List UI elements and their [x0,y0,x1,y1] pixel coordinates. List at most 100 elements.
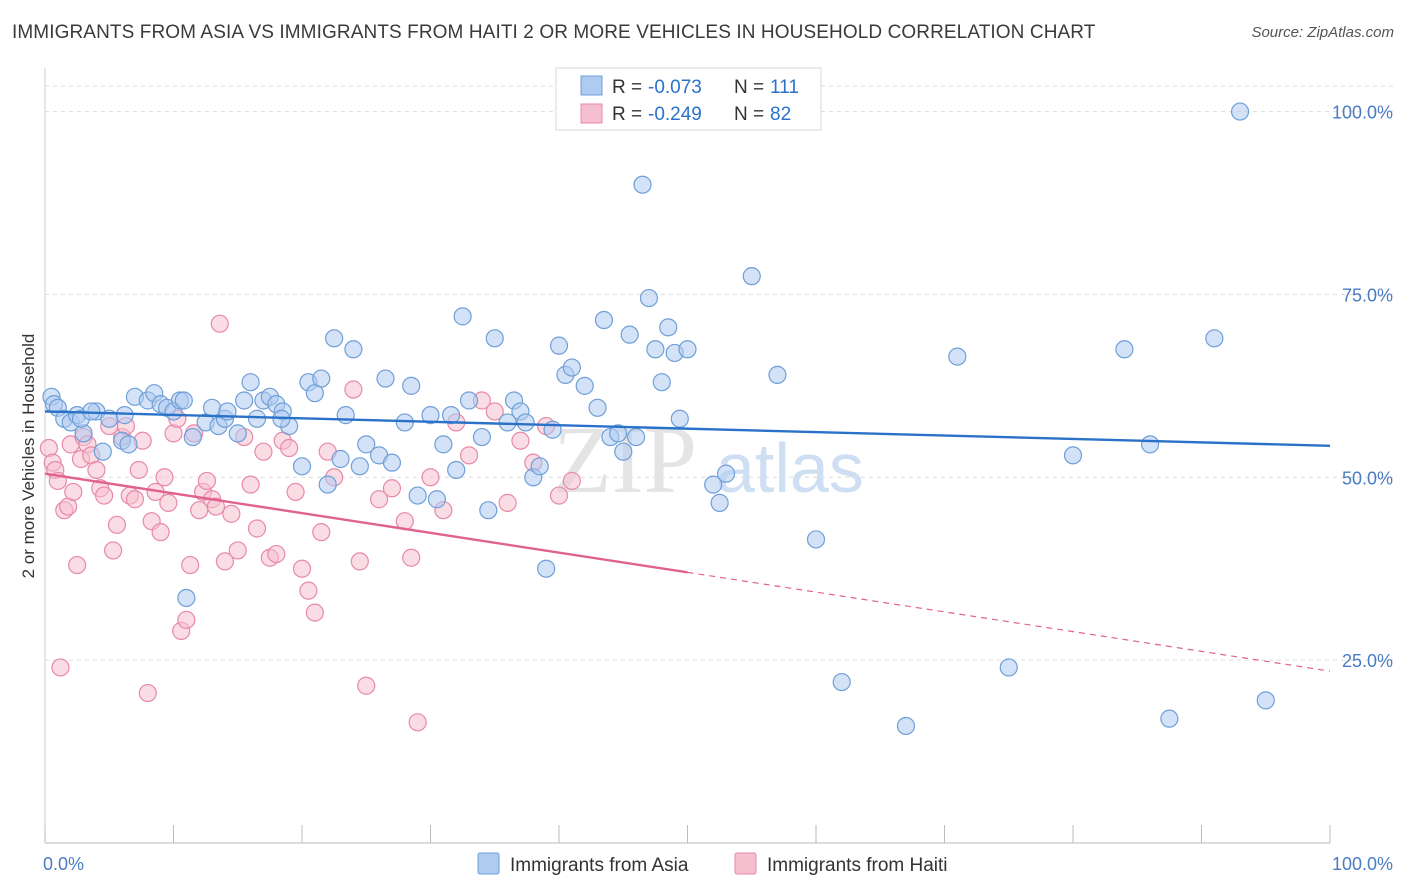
asia-point-76 [633,175,652,194]
asia-point-107 [441,406,461,425]
asia-point-40 [331,449,350,469]
asia-point-19 [177,588,196,608]
haiti-point-50 [254,442,273,461]
asia-point-84 [710,493,729,512]
asia-point-64 [537,559,556,578]
x-tick-label-1: 100.0% [1332,854,1393,874]
chart-title: IMMIGRANTS FROM ASIA VS IMMIGRANTS FROM … [12,22,1096,43]
asia-point-80 [659,318,678,337]
asia-point-90 [896,716,916,736]
asia-point-86 [742,267,761,286]
gridlines [45,85,1395,661]
asia-point-68 [562,358,581,377]
bottom-legend: Immigrants from Asia Immigrants from Hai… [477,852,948,876]
asia-point-88 [806,530,826,549]
haiti-trend-extension [687,571,1331,672]
asia-point-77 [639,288,659,308]
asia-point-99 [1256,691,1275,710]
asia-point-53 [447,460,466,480]
haiti-point-64 [357,676,376,695]
asia-point-69 [575,376,594,395]
haiti-point-75 [485,402,504,421]
asia-point-97 [1205,329,1224,348]
y-tick-label-2: 75.0% [1342,285,1393,305]
asia-point-41 [344,340,363,359]
asia-point-109 [609,424,628,443]
haiti-point-18 [104,541,123,560]
correlation-legend: R = -0.073 N = 111 R = -0.249 N = 82 [555,67,822,131]
haiti-point-14 [87,460,106,480]
asia-point-8 [93,442,112,461]
haiti-point-44 [215,552,234,571]
asia-point-87 [768,365,787,384]
asia-point-89 [832,672,851,692]
asia-r-value: -0.073 [648,77,702,98]
asia-point-26 [235,391,254,410]
legend-asia-label: Immigrants from Asia [510,855,689,876]
asia-point-66 [549,336,569,355]
asia-point-63 [530,457,549,476]
asia-point-48 [402,376,421,395]
asia-n-label: N = [734,77,764,98]
haiti-point-54 [280,438,299,458]
asia-point-25 [228,424,247,443]
haiti-point-9 [68,555,87,575]
asia-point-96 [1160,709,1179,728]
haiti-point-8 [64,482,83,502]
haiti-point-46 [228,541,247,560]
asia-point-82 [678,340,697,359]
asia-point-39 [325,329,344,348]
watermark-atlas: atlas [716,429,864,507]
asia-point-38 [318,475,337,494]
haiti-point-42 [206,497,226,516]
haiti-point-68 [402,548,421,567]
asia-point-106 [336,406,355,425]
asia-point-102 [115,406,134,425]
asia-point-85 [716,464,736,483]
haiti-point-45 [222,504,241,523]
haiti-point-30 [155,468,174,487]
haiti-point-36 [181,555,200,575]
haiti-point-80 [549,486,569,505]
haiti-point-31 [159,493,178,512]
asia-point-55 [459,391,479,410]
asia-trend-line [44,410,1331,448]
asia-point-37 [312,369,331,388]
haiti-point-26 [138,683,157,703]
asia-point-52 [434,435,453,454]
haiti-point-24 [129,460,148,480]
asia-point-11 [119,435,138,454]
asia-swatch [580,75,603,96]
haiti-point-57 [299,581,318,600]
asia-n-value: 111 [770,77,799,98]
haiti-point-63 [350,552,369,571]
asia-r-label: R = [612,77,642,98]
haiti-point-40 [197,471,217,491]
asia-point-108 [516,413,535,432]
asia-point-92 [999,658,1018,677]
haiti-point-56 [292,559,312,578]
asia-point-54 [453,307,472,326]
haiti-point-77 [511,431,530,450]
haiti-point-55 [286,482,305,502]
series-asia-points [42,102,1275,736]
asia-point-71 [594,310,614,330]
source-credit: Source: ZipAtlas.com [1251,24,1394,41]
y-axis-label: 2 or more Vehicles in Household [19,334,38,579]
asia-point-49 [408,486,427,505]
asia-point-34 [292,457,312,476]
asia-point-70 [588,398,607,417]
asia-point-46 [382,453,402,472]
haiti-point-49 [247,519,267,538]
asia-point-45 [376,369,395,388]
asia-point-56 [472,427,491,447]
asia-point-110 [670,409,689,428]
asia-point-51 [427,490,447,509]
asia-point-74 [620,325,639,344]
haiti-point-73 [459,446,479,465]
asia-point-58 [485,329,504,348]
haiti-point-35 [177,610,196,630]
haiti-point-62 [344,380,363,399]
haiti-point-19 [107,515,127,534]
haiti-point-48 [241,475,260,494]
